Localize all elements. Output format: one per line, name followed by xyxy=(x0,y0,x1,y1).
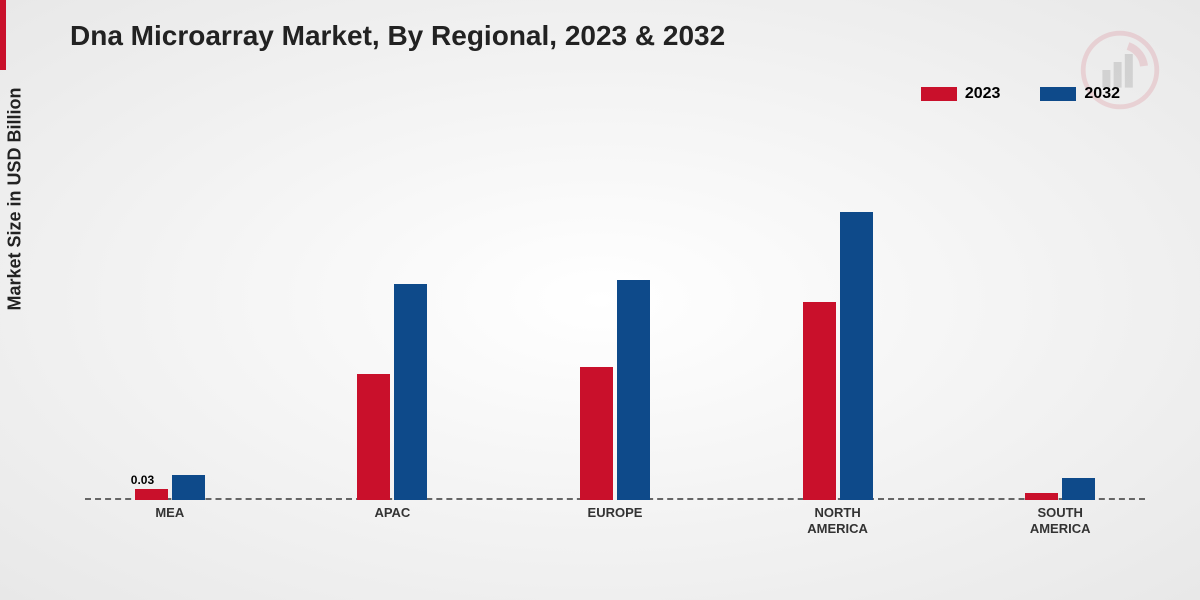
legend-swatch-2032 xyxy=(1040,87,1076,101)
chart-plot-area: 0.03 xyxy=(85,140,1145,500)
bar-2032 xyxy=(840,212,873,500)
bar-2032 xyxy=(617,280,650,500)
legend-label-2032: 2032 xyxy=(1084,85,1120,103)
bar-2032 xyxy=(394,284,427,500)
x-axis-labels: MEA APAC EUROPE NORTHAMERICA SOUTHAMERICA xyxy=(85,505,1145,545)
bar-cluster xyxy=(580,280,650,500)
bar-2023 xyxy=(357,374,390,500)
bar-cluster xyxy=(357,284,427,500)
legend-item-2023: 2023 xyxy=(921,85,1001,103)
legend-item-2032: 2032 xyxy=(1040,85,1120,103)
x-axis-label: MEA xyxy=(110,505,230,521)
bar-2023 xyxy=(580,367,613,500)
bar-cluster: 0.03 xyxy=(135,475,205,500)
x-axis-label: APAC xyxy=(332,505,452,521)
page-title: Dna Microarray Market, By Regional, 2023… xyxy=(70,20,725,52)
bar-cluster xyxy=(803,212,873,500)
legend-swatch-2023 xyxy=(921,87,957,101)
legend: 2023 2032 xyxy=(921,85,1120,103)
bar-2023 xyxy=(803,302,836,500)
legend-label-2023: 2023 xyxy=(965,85,1001,103)
bar-cluster xyxy=(1025,478,1095,500)
bar-2023: 0.03 xyxy=(135,489,168,500)
x-axis-label: SOUTHAMERICA xyxy=(1000,505,1120,536)
accent-bar xyxy=(0,0,6,70)
bar-2032 xyxy=(1062,478,1095,500)
bar-value-label: 0.03 xyxy=(131,473,154,487)
bar-2032 xyxy=(172,475,205,500)
x-axis-label: EUROPE xyxy=(555,505,675,521)
y-axis-label: Market Size in USD Billion xyxy=(5,87,26,310)
x-axis-label: NORTHAMERICA xyxy=(778,505,898,536)
bar-2023 xyxy=(1025,493,1058,500)
